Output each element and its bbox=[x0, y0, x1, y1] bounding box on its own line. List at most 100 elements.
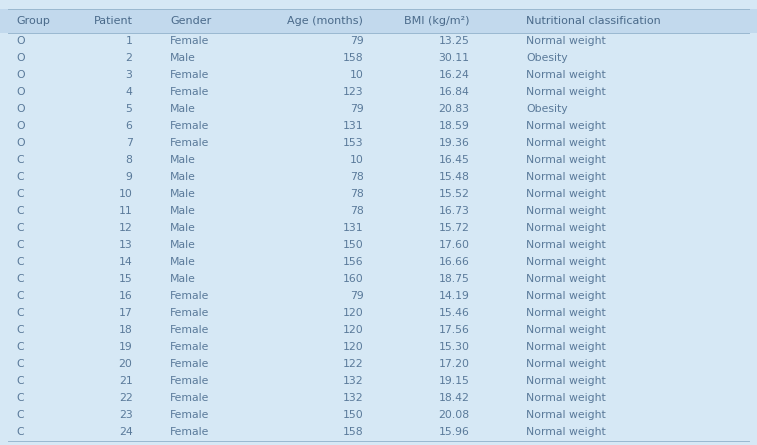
Text: 13: 13 bbox=[119, 240, 132, 250]
Text: Normal weight: Normal weight bbox=[526, 274, 606, 284]
Text: Male: Male bbox=[170, 257, 196, 267]
Text: O: O bbox=[17, 87, 25, 97]
Text: 153: 153 bbox=[343, 138, 363, 148]
Text: 10: 10 bbox=[350, 155, 363, 165]
Bar bbox=[0, 424, 757, 441]
Text: 132: 132 bbox=[343, 376, 363, 386]
Bar bbox=[0, 254, 757, 271]
Text: 12: 12 bbox=[119, 223, 132, 233]
Text: Normal weight: Normal weight bbox=[526, 172, 606, 182]
Text: Gender: Gender bbox=[170, 16, 211, 26]
Text: C: C bbox=[17, 155, 24, 165]
Text: Female: Female bbox=[170, 121, 210, 131]
Bar bbox=[0, 117, 757, 135]
Text: 16: 16 bbox=[119, 291, 132, 301]
Text: C: C bbox=[17, 393, 24, 403]
Text: Normal weight: Normal weight bbox=[526, 359, 606, 369]
Text: 22: 22 bbox=[119, 393, 132, 403]
Text: O: O bbox=[17, 70, 25, 80]
Bar bbox=[0, 339, 757, 356]
Text: C: C bbox=[17, 257, 24, 267]
Text: 16.73: 16.73 bbox=[438, 206, 469, 216]
Text: 20: 20 bbox=[119, 359, 132, 369]
Text: Male: Male bbox=[170, 240, 196, 250]
Text: Normal weight: Normal weight bbox=[526, 257, 606, 267]
Bar bbox=[0, 9, 757, 32]
Text: 16.84: 16.84 bbox=[438, 87, 469, 97]
Bar bbox=[0, 84, 757, 101]
Text: Obesity: Obesity bbox=[526, 53, 568, 63]
Text: 2: 2 bbox=[126, 53, 132, 63]
Text: Normal weight: Normal weight bbox=[526, 427, 606, 437]
Text: 78: 78 bbox=[350, 172, 363, 182]
Bar bbox=[0, 67, 757, 84]
Bar bbox=[0, 287, 757, 304]
Text: Male: Male bbox=[170, 189, 196, 199]
Text: O: O bbox=[17, 104, 25, 114]
Text: 120: 120 bbox=[343, 342, 363, 352]
Text: 17.56: 17.56 bbox=[438, 325, 469, 335]
Text: 18.42: 18.42 bbox=[438, 393, 469, 403]
Text: C: C bbox=[17, 308, 24, 318]
Text: Normal weight: Normal weight bbox=[526, 121, 606, 131]
Text: 4: 4 bbox=[126, 87, 132, 97]
Bar bbox=[0, 237, 757, 254]
Text: C: C bbox=[17, 206, 24, 216]
Text: 15: 15 bbox=[119, 274, 132, 284]
Text: 18.75: 18.75 bbox=[438, 274, 469, 284]
Text: C: C bbox=[17, 342, 24, 352]
Bar bbox=[0, 169, 757, 186]
Text: 156: 156 bbox=[343, 257, 363, 267]
Text: 19.36: 19.36 bbox=[438, 138, 469, 148]
Text: Nutritional classification: Nutritional classification bbox=[526, 16, 661, 26]
Text: C: C bbox=[17, 427, 24, 437]
Text: Normal weight: Normal weight bbox=[526, 155, 606, 165]
Text: 120: 120 bbox=[343, 308, 363, 318]
Text: 11: 11 bbox=[119, 206, 132, 216]
Bar bbox=[0, 152, 757, 169]
Text: 158: 158 bbox=[343, 53, 363, 63]
Bar bbox=[0, 356, 757, 372]
Text: 13.25: 13.25 bbox=[438, 36, 469, 46]
Text: 1: 1 bbox=[126, 36, 132, 46]
Text: 18: 18 bbox=[119, 325, 132, 335]
Text: 20.83: 20.83 bbox=[438, 104, 469, 114]
Text: 19.15: 19.15 bbox=[438, 376, 469, 386]
Text: 150: 150 bbox=[343, 410, 363, 420]
Text: O: O bbox=[17, 138, 25, 148]
Text: Female: Female bbox=[170, 308, 210, 318]
Text: 10: 10 bbox=[350, 70, 363, 80]
Text: 3: 3 bbox=[126, 70, 132, 80]
Text: Obesity: Obesity bbox=[526, 104, 568, 114]
Text: 30.11: 30.11 bbox=[438, 53, 469, 63]
Text: 15.30: 15.30 bbox=[438, 342, 469, 352]
Text: Female: Female bbox=[170, 427, 210, 437]
Text: C: C bbox=[17, 291, 24, 301]
Text: Female: Female bbox=[170, 342, 210, 352]
Bar bbox=[0, 389, 757, 407]
Text: Male: Male bbox=[170, 104, 196, 114]
Text: Normal weight: Normal weight bbox=[526, 342, 606, 352]
Text: 14: 14 bbox=[119, 257, 132, 267]
Text: 79: 79 bbox=[350, 36, 363, 46]
Text: 18.59: 18.59 bbox=[438, 121, 469, 131]
Text: 8: 8 bbox=[126, 155, 132, 165]
Text: 17.60: 17.60 bbox=[438, 240, 469, 250]
Text: Patient: Patient bbox=[93, 16, 132, 26]
Text: Normal weight: Normal weight bbox=[526, 189, 606, 199]
Text: 131: 131 bbox=[343, 121, 363, 131]
Text: 15.48: 15.48 bbox=[438, 172, 469, 182]
Text: Male: Male bbox=[170, 206, 196, 216]
Bar bbox=[0, 50, 757, 67]
Text: 78: 78 bbox=[350, 206, 363, 216]
Text: Female: Female bbox=[170, 138, 210, 148]
Text: C: C bbox=[17, 359, 24, 369]
Text: Normal weight: Normal weight bbox=[526, 376, 606, 386]
Text: 21: 21 bbox=[119, 376, 132, 386]
Text: Normal weight: Normal weight bbox=[526, 308, 606, 318]
Text: Female: Female bbox=[170, 291, 210, 301]
Text: 14.19: 14.19 bbox=[438, 291, 469, 301]
Text: Male: Male bbox=[170, 223, 196, 233]
Text: C: C bbox=[17, 172, 24, 182]
Bar bbox=[0, 101, 757, 117]
